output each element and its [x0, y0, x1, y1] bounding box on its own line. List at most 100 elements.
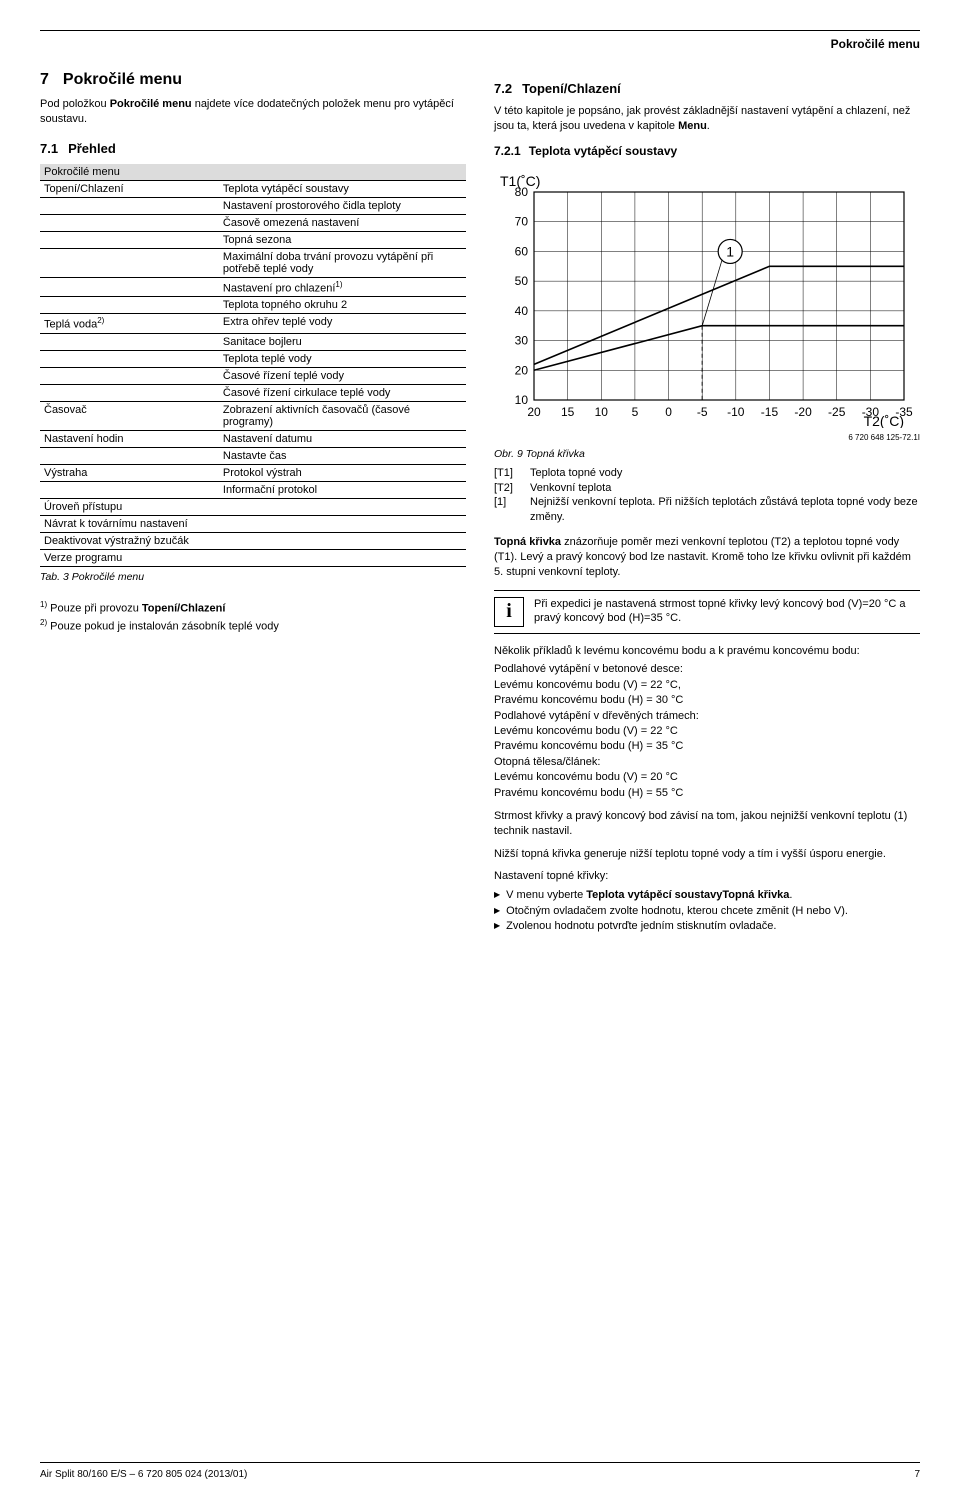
subsubsection-number: 7.2.1: [494, 144, 521, 158]
legend-value: Teplota topné vody: [530, 466, 622, 481]
table-cell-right: Nastavení pro chlazení1): [219, 277, 466, 297]
rintro-c: .: [707, 120, 710, 132]
example-line: Levému koncovému bodu (V) = 22 °C,: [494, 678, 920, 693]
table-cell-right: Časově omezená nastavení: [219, 214, 466, 231]
chart-caption: Obr. 9 Topná křivka: [494, 448, 920, 460]
subsection-number: 7.1: [40, 141, 58, 156]
svg-text:5: 5: [632, 405, 639, 419]
section-title: 7 Pokročilé menu: [40, 71, 466, 89]
subsection-number-right: 7.2: [494, 81, 512, 96]
svg-text:1: 1: [726, 243, 734, 259]
fn1-bold: Topení/Chlazení: [142, 603, 226, 615]
svg-text:-25: -25: [828, 405, 846, 419]
paragraph-curve: Topná křivka znázorňuje poměr mezi venko…: [494, 535, 920, 580]
table-cell-left: [40, 277, 219, 297]
svg-text:10: 10: [515, 393, 529, 407]
li-a: Zvolenou hodnotu potvrďte jedním stisknu…: [506, 920, 776, 932]
table-row: Časové řízení teplé vody: [40, 368, 466, 385]
table-cell-left: Výstraha: [40, 465, 219, 482]
svg-text:15: 15: [561, 405, 575, 419]
table-cell-left: Úroveň přístupu: [40, 499, 219, 516]
svg-text:20: 20: [527, 405, 541, 419]
table-row: Nastavení hodinNastavení datumu: [40, 431, 466, 448]
table-cell-left: [40, 248, 219, 277]
li-a: V menu vyberte: [506, 889, 586, 901]
table-row: Deaktivovat výstražný bzučák: [40, 533, 466, 550]
table-row: Časově omezená nastavení: [40, 214, 466, 231]
legend-item: [1]Nejnižší venkovní teplota. Při nižšíc…: [494, 495, 920, 525]
svg-text:-20: -20: [794, 405, 812, 419]
table-cell-right: Zobrazení aktivních časovačů (časové pro…: [219, 402, 466, 431]
svg-text:-10: -10: [727, 405, 745, 419]
example-line: Otopná tělesa/článek:: [494, 755, 920, 770]
table-cell-left: Deaktivovat výstražný bzučák: [40, 533, 219, 550]
table-row: VýstrahaProtokol výstrah: [40, 465, 466, 482]
example-line: Podlahové vytápění v dřevěných trámech:: [494, 709, 920, 724]
table-row: ČasovačZobrazení aktivních časovačů (čas…: [40, 402, 466, 431]
table-row: Teplota teplé vody: [40, 351, 466, 368]
table-cell-left: [40, 197, 219, 214]
left-column: 7Pokročilé menu Pod položkou Pokročilé m…: [40, 71, 466, 935]
subsection-text-right: Topení/Chlazení: [522, 81, 621, 96]
table-cell-left: Návrat k továrnímu nastavení: [40, 516, 219, 533]
right-column: 7.2 Topení/Chlazení V této kapitole je po…: [494, 71, 920, 935]
svg-text:0: 0: [665, 405, 672, 419]
subsection-title-right: 7.2 Topení/Chlazení: [494, 81, 920, 96]
subsection-text: Přehled: [68, 141, 116, 156]
table-cell-right: Sanitace bojleru: [219, 334, 466, 351]
table-cell-right: Topná sezona: [219, 231, 466, 248]
table-cell-right: Teplota teplé vody: [219, 351, 466, 368]
table-cell-left: [40, 231, 219, 248]
info-text: Při expedici je nastavená strmost topné …: [534, 597, 920, 627]
section-text: Pokročilé menu: [63, 71, 182, 88]
legend-key: [1]: [494, 495, 522, 525]
table-cell-left: Teplá voda2): [40, 314, 219, 334]
table-cell-right: Časové řízení teplé vody: [219, 368, 466, 385]
legend-key: [T1]: [494, 466, 522, 481]
page-header: Pokročilé menu: [40, 37, 920, 51]
header-rule: [40, 30, 920, 31]
menu-table: Pokročilé menu Topení/ChlazeníTeplota vy…: [40, 164, 466, 567]
table-cell-left: [40, 482, 219, 499]
examples-head: Několik příkladů k levému koncovému bodu…: [494, 644, 920, 659]
legend-value: Venkovní teplota: [530, 481, 611, 496]
li-c: .: [789, 889, 792, 901]
fn2-text: Pouze pokud je instalován zásobník teplé…: [47, 621, 279, 633]
example-line: Pravému koncovému bodu (H) = 35 °C: [494, 739, 920, 754]
table-head-cell: Pokročilé menu: [40, 164, 466, 181]
table-cell-right: [219, 550, 466, 567]
svg-text:70: 70: [515, 214, 529, 228]
table-row: Nastavte čas: [40, 448, 466, 465]
footnotes: 1) Pouze při provozu Topení/Chlazení 2) …: [40, 599, 466, 635]
table-cell-right: Nastavení prostorového čidla teploty: [219, 197, 466, 214]
table-row: Topná sezona: [40, 231, 466, 248]
table-cell-right: [219, 533, 466, 550]
subsection-title: 7.1 Přehled: [40, 141, 466, 156]
svg-text:10: 10: [595, 405, 609, 419]
right-intro: V této kapitole je popsáno, jak provést …: [494, 104, 920, 134]
table-cell-right: Časové řízení cirkulace teplé vody: [219, 385, 466, 402]
table-cell-right: Teplota topného okruhu 2: [219, 297, 466, 314]
info-box: i Při expedici je nastavená strmost topn…: [494, 590, 920, 634]
li-b: Teplota vytápěcí soustavyTopná křivka: [586, 889, 789, 901]
footer-left: Air Split 80/160 E/S – 6 720 805 024 (20…: [40, 1469, 247, 1480]
example-line: Levému koncovému bodu (V) = 20 °C: [494, 770, 920, 785]
svg-text:-15: -15: [761, 405, 779, 419]
table-cell-right: Protokol výstrah: [219, 465, 466, 482]
table-row: Nastavení prostorového čidla teploty: [40, 197, 466, 214]
section-number: 7: [40, 71, 49, 88]
paragraph-4: Nastavení topné křivky:: [494, 869, 920, 884]
subsubsection-title: 7.2.1Teplota vytápěcí soustavy: [494, 144, 920, 158]
heating-curve-chart: T1(˚C)102030405060708020151050-5-10-15-2…: [494, 168, 914, 428]
footer-right: 7: [914, 1469, 920, 1480]
table-cell-right: Informační protokol: [219, 482, 466, 499]
table-row: Sanitace bojleru: [40, 334, 466, 351]
instruction-list: V menu vyberte Teplota vytápěcí soustavy…: [494, 888, 920, 934]
table-row: Topení/ChlazeníTeplota vytápěcí soustavy: [40, 180, 466, 197]
table-cell-left: [40, 297, 219, 314]
table-cell-left: [40, 385, 219, 402]
chart-container: T1(˚C)102030405060708020151050-5-10-15-2…: [494, 168, 920, 442]
chart-id: 6 720 648 125-72.1I: [494, 433, 920, 442]
paragraph-3: Nižší topná křivka generuje nižší teplot…: [494, 847, 920, 862]
table-cell-left: [40, 448, 219, 465]
